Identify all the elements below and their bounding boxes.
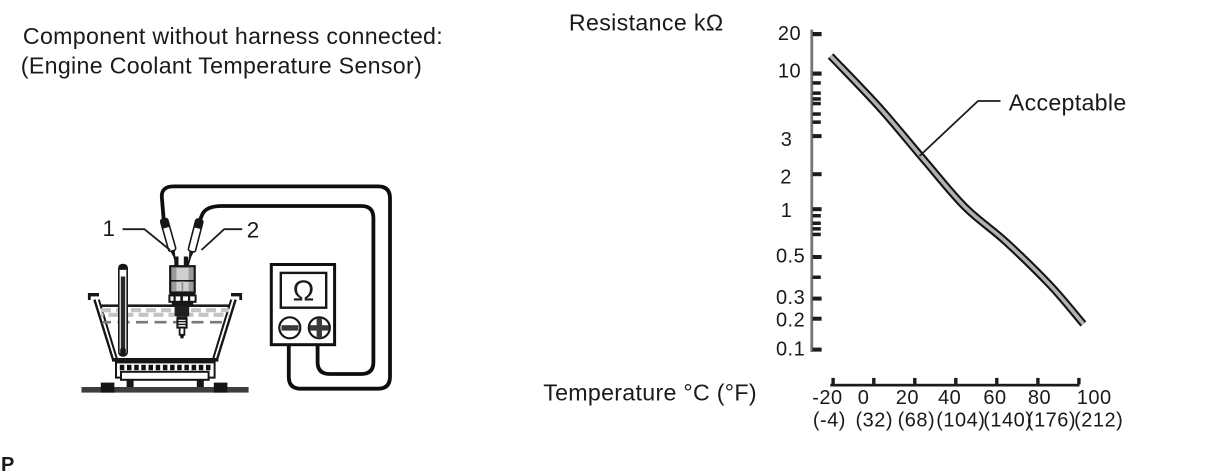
svg-text:Ω: Ω [293, 276, 315, 308]
svg-text:(104): (104) [936, 409, 985, 431]
svg-text:100: 100 [1077, 387, 1112, 409]
svg-text:(-4): (-4) [813, 409, 846, 431]
svg-text:Acceptable: Acceptable [1009, 90, 1127, 116]
svg-text:0.3: 0.3 [776, 287, 805, 309]
svg-text:0.2: 0.2 [776, 309, 805, 331]
svg-text:(32): (32) [856, 409, 894, 431]
svg-text:60: 60 [983, 387, 1006, 409]
svg-text:Temperature °C (°F): Temperature °C (°F) [543, 380, 757, 406]
svg-text:(Engine Coolant Temperature Se: (Engine Coolant Temperature Sensor) [21, 52, 422, 78]
svg-text:0: 0 [858, 387, 870, 409]
svg-text:0.1: 0.1 [776, 338, 805, 360]
svg-text:Resistance kΩ: Resistance kΩ [569, 10, 724, 36]
svg-text:40: 40 [938, 387, 961, 409]
svg-text:P: P [1, 454, 14, 474]
svg-text:80: 80 [1028, 387, 1051, 409]
svg-text:20: 20 [896, 387, 919, 409]
svg-text:0.5: 0.5 [776, 245, 805, 267]
svg-text:(140): (140) [983, 409, 1032, 431]
svg-text:2: 2 [780, 166, 792, 188]
svg-text:1: 1 [102, 216, 114, 241]
svg-text:3: 3 [781, 129, 793, 151]
svg-text:Component without harness conn: Component without harness connected: [23, 23, 443, 49]
svg-text:(176): (176) [1027, 409, 1076, 431]
svg-text:-20: -20 [812, 387, 842, 409]
svg-text:10: 10 [778, 61, 801, 83]
svg-text:1: 1 [781, 200, 793, 222]
svg-text:20: 20 [778, 23, 801, 45]
svg-text:(68): (68) [898, 409, 936, 431]
svg-text:(212): (212) [1074, 409, 1123, 431]
svg-text:2: 2 [247, 218, 259, 243]
